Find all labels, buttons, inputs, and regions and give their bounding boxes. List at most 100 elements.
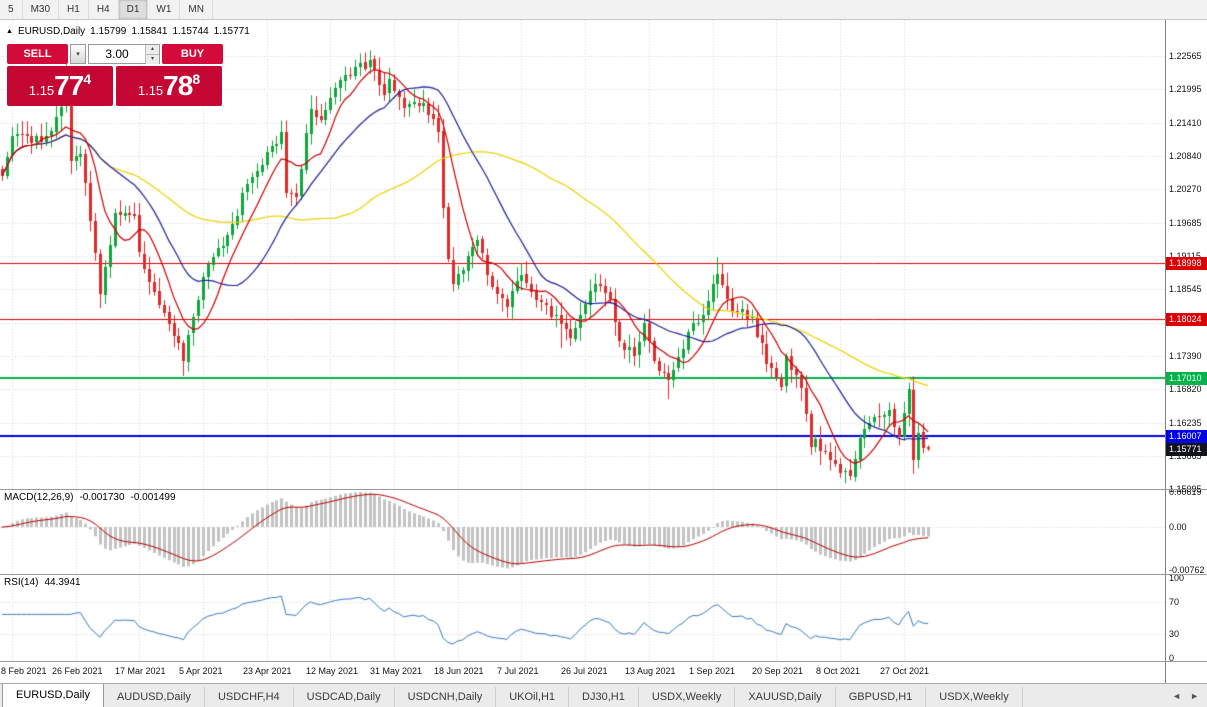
date-tick-label: 18 Jun 2021 bbox=[434, 666, 484, 676]
lot-size-field: ▴ ▾ bbox=[88, 44, 160, 64]
price-tick-label: 1.16235 bbox=[1169, 418, 1202, 428]
panel-toggle-triangle-icon[interactable]: ▲ bbox=[6, 28, 13, 35]
macd-tick-label: 0.00619 bbox=[1169, 487, 1202, 497]
price-tick-label: 1.15665 bbox=[1169, 451, 1202, 461]
panel-resize-separator[interactable] bbox=[0, 489, 1207, 490]
one-click-trading-panel: SELL ▾ ▴ ▾ BUY 1.15 77 4 1.1 bbox=[7, 44, 223, 106]
tabs-scroll-right-button[interactable]: ► bbox=[1190, 690, 1199, 701]
chart-tabbar: EURUSD,Daily AUDUSD,Daily USDCHF,H4 USDCAD,… bbox=[0, 683, 1207, 707]
ask-big-figure: 1.15 bbox=[137, 82, 164, 98]
lot-decrease-button[interactable]: ▾ bbox=[146, 54, 159, 64]
date-tick-label: 7 Jul 2021 bbox=[497, 666, 539, 676]
lot-increase-button[interactable]: ▴ bbox=[146, 45, 159, 54]
macd-tick-label: 0.00 bbox=[1169, 522, 1187, 532]
tab-ukoil-h1[interactable]: UKOil,H1 bbox=[496, 687, 570, 707]
timeframe-h1[interactable]: H1 bbox=[59, 0, 89, 19]
date-tick-label: 8 Feb 2021 bbox=[1, 666, 47, 676]
timeframe-d1[interactable]: D1 bbox=[118, 0, 149, 19]
current-price-tag: 1.15771 bbox=[1166, 443, 1207, 456]
ask-pipette: 8 bbox=[192, 71, 201, 87]
quote-open-value: 1.15799 bbox=[90, 26, 127, 37]
level-price-tag: 1.18024 bbox=[1166, 313, 1207, 326]
lot-size-input[interactable] bbox=[89, 45, 145, 63]
chart-title-bar: ▲ EURUSD,Daily 1.15799 1.15841 1.15744 1… bbox=[6, 26, 250, 37]
panel-resize-separator[interactable] bbox=[0, 661, 1207, 662]
date-tick-label: 1 Sep 2021 bbox=[689, 666, 736, 676]
tab-gbpusd-h1[interactable]: GBPUSD,H1 bbox=[836, 687, 927, 707]
chart-symbol-label: EURUSD,Daily bbox=[17, 26, 86, 37]
timeframe-m30[interactable]: M30 bbox=[23, 0, 60, 19]
date-tick-label: 26 Jul 2021 bbox=[561, 666, 608, 676]
bid-big-figure: 1.15 bbox=[28, 82, 55, 98]
tab-xauusd-daily[interactable]: XAUUSD,Daily bbox=[735, 687, 836, 707]
timeframe-toolbar: 5 M30 H1 H4 D1 W1 MN bbox=[0, 0, 1207, 20]
price-tick-label: 1.19685 bbox=[1169, 218, 1202, 228]
price-chart-canvas[interactable] bbox=[0, 20, 1165, 683]
tabs-scroll-left-button[interactable]: ◄ bbox=[1172, 690, 1182, 701]
timeframe-mn[interactable]: MN bbox=[180, 0, 213, 19]
tab-dj30-h1[interactable]: DJ30,H1 bbox=[569, 687, 639, 707]
rsi-tick-label: 70 bbox=[1169, 597, 1180, 607]
date-tick-label: 17 Mar 2021 bbox=[115, 666, 166, 676]
date-tick-label: 23 Apr 2021 bbox=[243, 666, 292, 676]
macd-value: -0.001730 bbox=[79, 492, 125, 503]
price-tick-label: 1.19115 bbox=[1169, 251, 1201, 261]
chart-area: 1.22565 1.21995 1.21410 1.20840 1.20270 1.196… bbox=[0, 20, 1207, 683]
tab-usdcnh-daily[interactable]: USDCNH,Daily bbox=[395, 687, 497, 707]
rsi-value: 44.3941 bbox=[44, 577, 81, 588]
tab-usdcad-daily[interactable]: USDCAD,Daily bbox=[294, 687, 395, 707]
bid-price-box[interactable]: 1.15 77 4 bbox=[7, 66, 113, 106]
quote-high-value: 1.15841 bbox=[131, 26, 168, 37]
level-price-tag: 1.16007 bbox=[1166, 430, 1207, 443]
date-tick-label: 27 Oct 2021 bbox=[880, 666, 930, 676]
price-tick-label: 1.18545 bbox=[1169, 284, 1202, 294]
rsi-indicator-label: RSI(14) 44.3941 bbox=[4, 577, 81, 588]
rsi-tick-label: 30 bbox=[1169, 629, 1180, 639]
level-price-tag: 1.17010 bbox=[1166, 372, 1207, 385]
macd-indicator-label: MACD(12,26,9) -0.001730 -0.001499 bbox=[4, 492, 176, 503]
price-tick-label: 1.21995 bbox=[1169, 84, 1202, 94]
date-tick-label: 31 May 2021 bbox=[370, 666, 423, 676]
date-tick-label: 8 Oct 2021 bbox=[816, 666, 861, 676]
bid-pipette: 4 bbox=[83, 71, 92, 87]
lot-size-stepper: ▴ ▾ bbox=[145, 45, 159, 64]
tab-usdchf-h4[interactable]: USDCHF,H4 bbox=[205, 687, 294, 707]
price-tick-label: 1.16820 bbox=[1169, 384, 1202, 394]
date-tick-label: 26 Feb 2021 bbox=[52, 666, 103, 676]
chevron-down-icon: ▾ bbox=[76, 51, 80, 58]
timeframe-w1[interactable]: W1 bbox=[148, 0, 181, 19]
price-tick-label: 1.22565 bbox=[1169, 51, 1202, 61]
panel-resize-separator[interactable] bbox=[0, 574, 1207, 575]
timeframe-5[interactable]: 5 bbox=[0, 0, 23, 19]
bid-pips: 77 bbox=[54, 70, 84, 101]
date-tick-label: 12 May 2021 bbox=[306, 666, 359, 676]
macd-tick-label: -0.00762 bbox=[1169, 565, 1205, 575]
timeframe-h4[interactable]: H4 bbox=[89, 0, 119, 19]
rsi-name: RSI(14) bbox=[4, 577, 39, 588]
quote-close-value: 1.15771 bbox=[213, 26, 250, 37]
date-tick-label: 20 Sep 2021 bbox=[752, 666, 804, 676]
ask-pips: 78 bbox=[163, 70, 193, 101]
buy-button[interactable]: BUY bbox=[162, 44, 223, 64]
quote-low-value: 1.15744 bbox=[172, 26, 209, 37]
sell-button[interactable]: SELL bbox=[7, 44, 68, 64]
rsi-tick-label: 0 bbox=[1169, 653, 1175, 663]
rsi-tick-label: 100 bbox=[1169, 573, 1185, 583]
price-tick-label: 1.17390 bbox=[1169, 351, 1202, 361]
lot-size-dropdown[interactable]: ▾ bbox=[70, 44, 86, 64]
date-axis: 8 Feb 2021 26 Feb 2021 17 Mar 2021 5 Apr 20… bbox=[0, 663, 1165, 683]
tab-eurusd-daily[interactable]: EURUSD,Daily bbox=[2, 684, 104, 707]
tab-usdx-weekly[interactable]: USDX,Weekly bbox=[639, 687, 736, 707]
macd-signal-value: -0.001499 bbox=[130, 492, 176, 503]
tab-scroll-arrows: ◄ ► bbox=[1164, 684, 1207, 707]
price-tick-label: 1.21410 bbox=[1169, 118, 1202, 128]
tab-audusd-daily[interactable]: AUDUSD,Daily bbox=[104, 687, 205, 707]
tab-strip: EURUSD,Daily AUDUSD,Daily USDCHF,H4 USDCAD,… bbox=[0, 684, 1023, 707]
tab-usdx-weekly[interactable]: USDX,Weekly bbox=[926, 687, 1023, 707]
macd-name: MACD(12,26,9) bbox=[4, 492, 74, 503]
ask-price-box[interactable]: 1.15 78 8 bbox=[116, 66, 222, 106]
level-price-tag: 1.18998 bbox=[1166, 257, 1207, 270]
price-tick-label: 1.20840 bbox=[1169, 151, 1202, 161]
date-tick-label: 13 Aug 2021 bbox=[625, 666, 676, 676]
